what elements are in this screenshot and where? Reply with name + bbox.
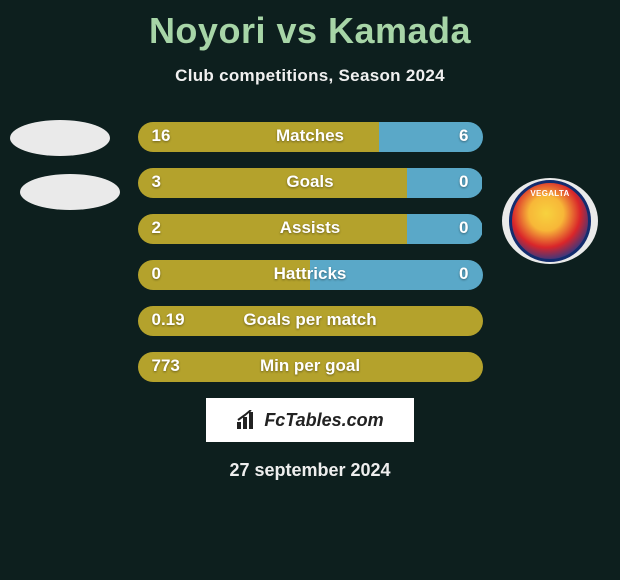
bar-row: Matches16 6 <box>138 122 483 152</box>
bar-row: Hattricks0 0 <box>138 260 483 290</box>
bar-label: Assists <box>138 218 483 238</box>
fctables-watermark: FcTables.com <box>206 398 414 442</box>
vegalta-crest-icon: VEGALTA <box>509 180 591 262</box>
bar-label: Min per goal <box>138 356 483 376</box>
bar-row: Goals per match0.19 <box>138 306 483 336</box>
fctables-label: FcTables.com <box>264 410 383 431</box>
subtitle: Club competitions, Season 2024 <box>0 66 620 86</box>
bar-value-left: 16 <box>152 126 171 146</box>
bar-row: Min per goal773 <box>138 352 483 382</box>
page-title: Noyori vs Kamada <box>0 0 620 52</box>
bar-label: Goals <box>138 172 483 192</box>
bar-row: Goals3 0 <box>138 168 483 198</box>
bar-value-left: 2 <box>152 218 161 238</box>
bar-label: Hattricks <box>138 264 483 284</box>
player-left-avatar-1 <box>10 120 110 156</box>
player-right-badge: VEGALTA <box>502 178 598 264</box>
bar-label: Goals per match <box>138 310 483 330</box>
bar-value-right: 6 <box>459 126 468 146</box>
comparison-bars: Matches166Goals30Assists20Hattricks00Goa… <box>138 122 483 382</box>
bar-value-right: 0 <box>459 218 468 238</box>
bar-value-left: 0.19 <box>152 310 185 330</box>
player-left-avatar-2 <box>20 174 120 210</box>
fctables-icon <box>236 410 258 430</box>
bar-value-left: 3 <box>152 172 161 192</box>
bar-row: Assists2 0 <box>138 214 483 244</box>
bar-value-left: 773 <box>152 356 180 376</box>
bar-label: Matches <box>138 126 483 146</box>
date-label: 27 september 2024 <box>0 460 620 481</box>
bar-value-right: 0 <box>459 172 468 192</box>
crest-text: VEGALTA <box>512 189 588 198</box>
bar-value-left: 0 <box>152 264 161 284</box>
bar-value-right: 0 <box>459 264 468 284</box>
